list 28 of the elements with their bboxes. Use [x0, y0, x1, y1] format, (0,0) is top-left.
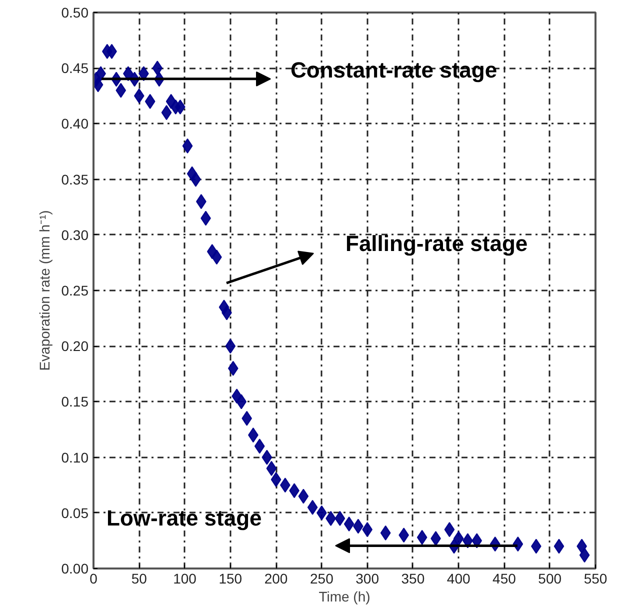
x-tick-label: 0	[90, 570, 98, 586]
annotation: Falling-rate stage	[346, 230, 528, 256]
x-tick-label: 550	[584, 570, 608, 586]
y-axis-title: Evaporation rate (mm h⁻¹)	[36, 210, 52, 371]
x-tick-label: 50	[131, 570, 148, 586]
x-tick-label: 200	[264, 570, 288, 586]
y-tick-label: 0.45	[61, 60, 89, 76]
x-tick-label: 300	[356, 570, 380, 586]
x-tick-label: 100	[173, 570, 197, 586]
y-tick-label: 0.05	[61, 504, 89, 521]
annotation: Low-rate stage	[106, 505, 262, 530]
y-tick-label: 0.20	[61, 338, 89, 354]
x-tick-label: 250	[310, 570, 334, 586]
y-tick-label: 0.30	[61, 226, 89, 243]
y-tick-label: 0.00	[61, 560, 89, 576]
x-axis-title: Time (h)	[318, 588, 370, 604]
y-tick-label: 0.40	[61, 116, 89, 132]
annotation: Constant-rate stage	[290, 57, 498, 82]
x-tick-label: 400	[446, 570, 470, 586]
y-tick-label: 0.15	[61, 394, 89, 410]
y-tick-label: 0.25	[61, 282, 89, 298]
y-tick-label: 0.10	[61, 449, 89, 466]
x-tick-label: 350	[401, 570, 425, 586]
x-tick-label: 500	[538, 570, 562, 586]
x-tick-label: 450	[492, 570, 516, 586]
y-tick-label: 0.35	[61, 171, 89, 188]
y-tick-label: 0.50	[61, 4, 89, 20]
x-tick-label: 150	[218, 570, 242, 586]
